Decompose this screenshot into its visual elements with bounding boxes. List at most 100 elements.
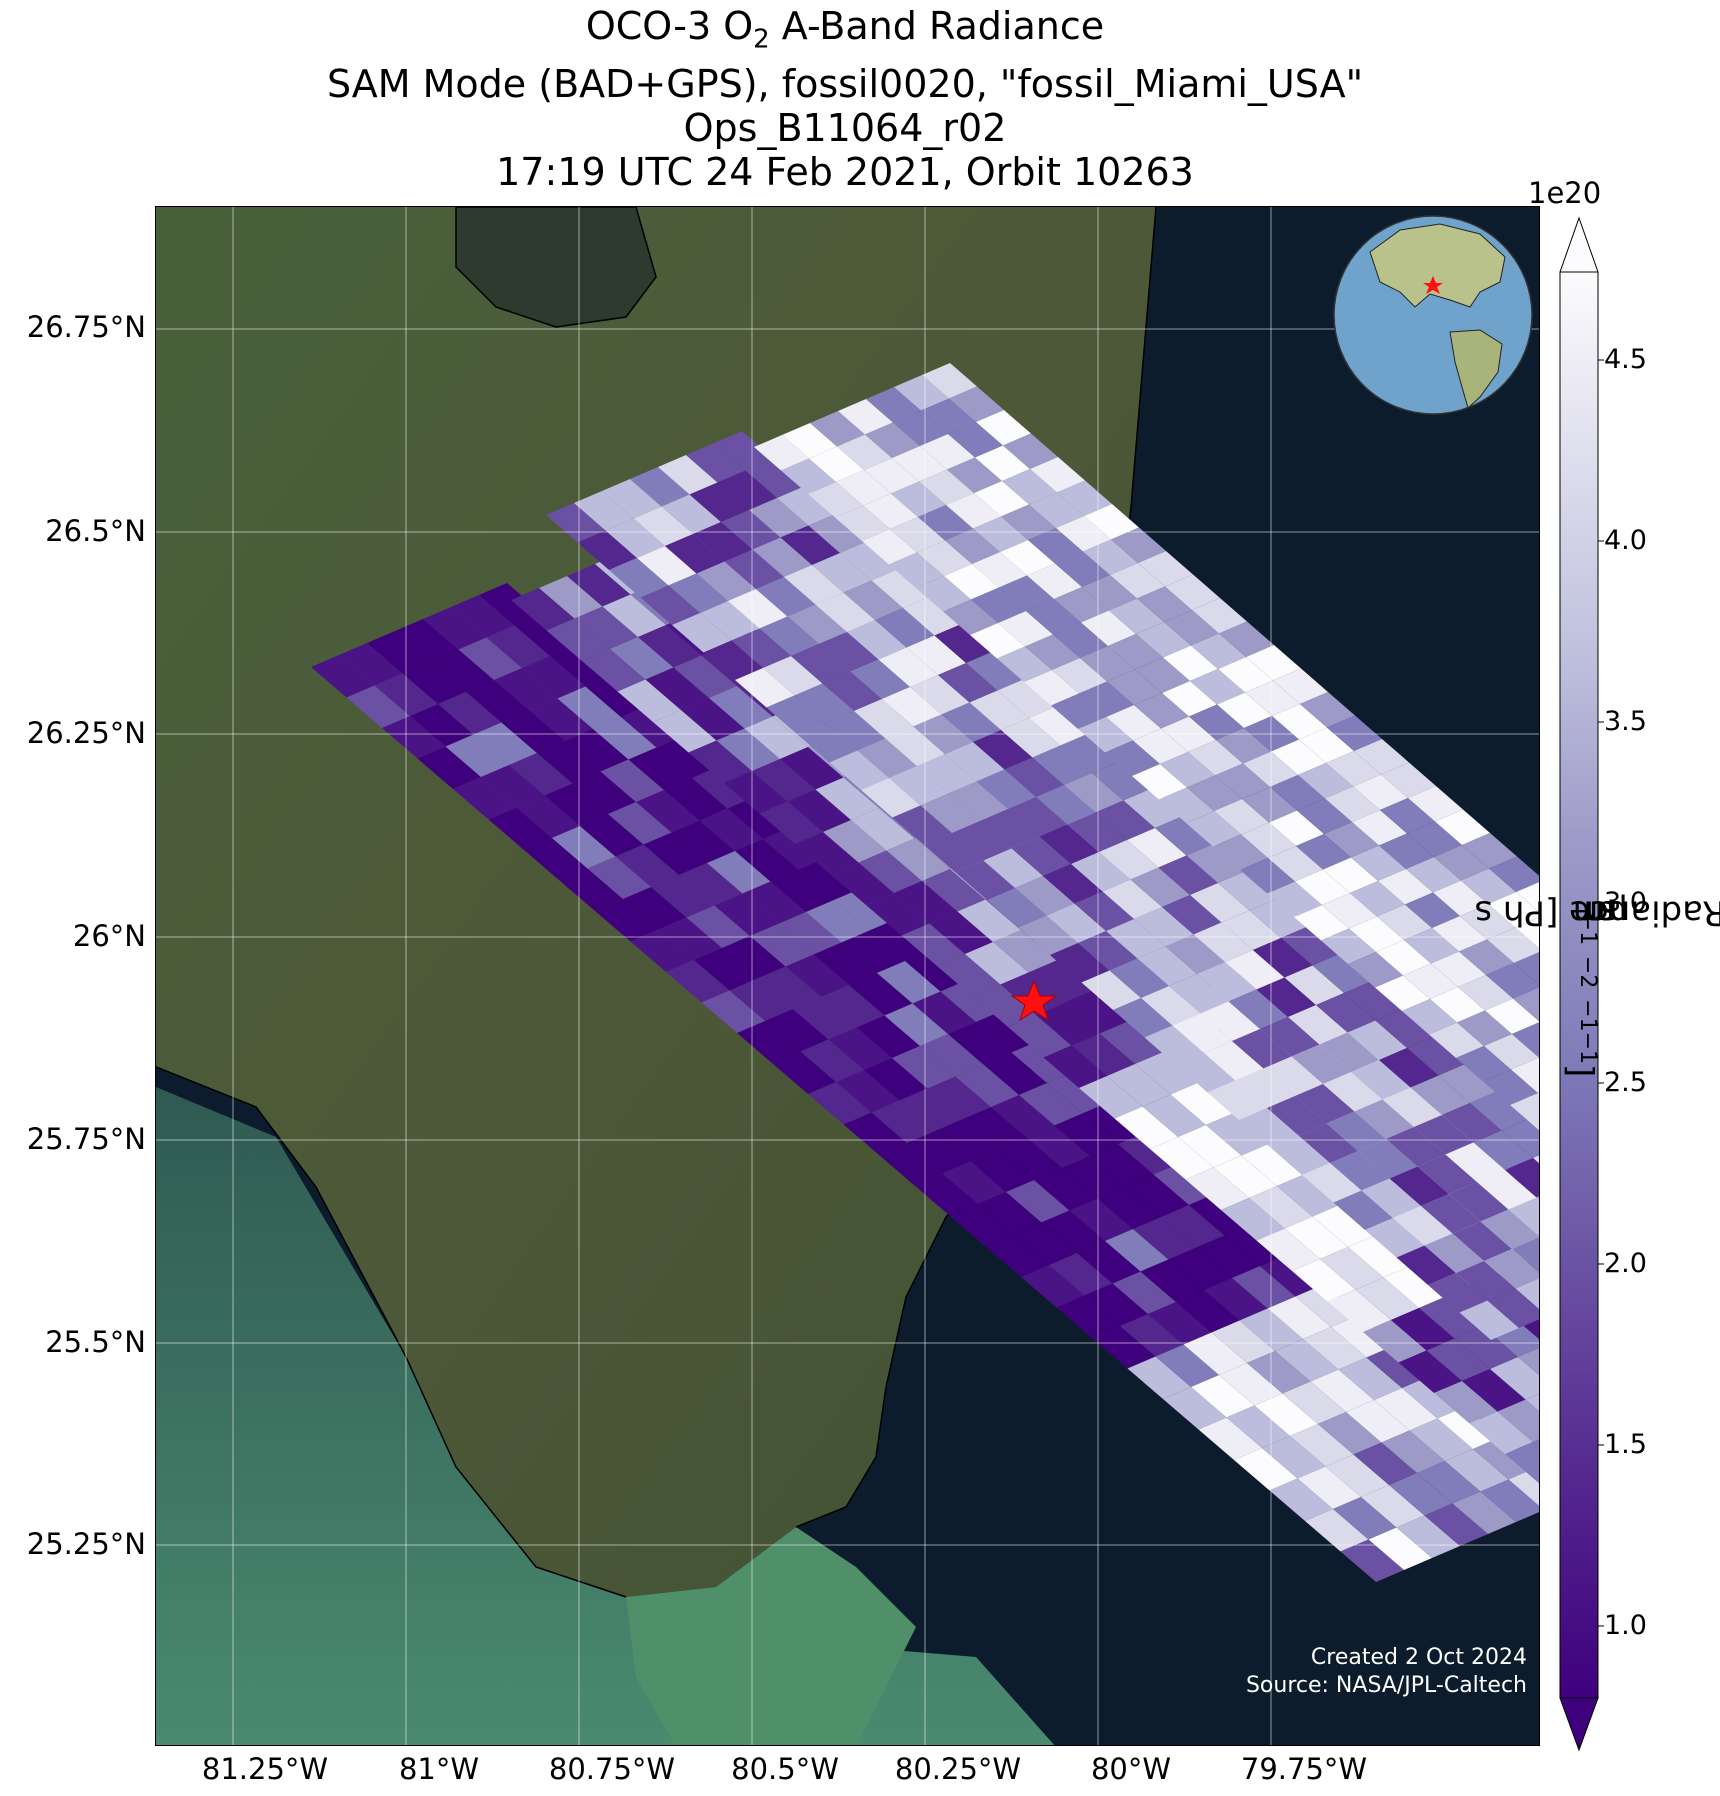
radiance-cell — [821, 985, 885, 1028]
radiance-cell — [339, 643, 403, 686]
lon-tick-label: 80°W — [1090, 1752, 1172, 1786]
radiance-cell — [1095, 800, 1155, 840]
radiance-cell — [864, 1058, 928, 1101]
radiance-cell — [922, 869, 986, 912]
radiance-cell — [1456, 1261, 1516, 1301]
radiance-cell — [1078, 931, 1138, 971]
radiance-cell — [1461, 868, 1516, 904]
radiance-cell — [1051, 693, 1106, 729]
radiance-cell — [1163, 645, 1218, 681]
radiance-cell — [582, 649, 646, 692]
radiance-cell — [1262, 1436, 1326, 1479]
radiance-cell — [653, 710, 717, 753]
radiance-cell — [1323, 1072, 1383, 1112]
radiance-cell — [1249, 1186, 1313, 1229]
radiance-cell — [1060, 733, 1120, 773]
radiance-cell — [1001, 718, 1061, 758]
radiance-cell — [815, 777, 879, 820]
radiance-cell — [714, 893, 778, 936]
radiance-cell — [907, 1131, 971, 1174]
radiance-cell — [1003, 433, 1058, 469]
radiance-cell — [1445, 1142, 1505, 1182]
radiance-cell — [1153, 1162, 1217, 1205]
radiance-cell — [1381, 762, 1436, 798]
radiance-cell — [716, 728, 780, 771]
radiance-cell — [643, 832, 707, 875]
radiance-cell — [1253, 938, 1313, 978]
radiance-cell — [722, 936, 786, 979]
radiance-cell — [952, 821, 1012, 861]
radiance-cell — [1376, 940, 1431, 976]
radiance-cell — [998, 1137, 1062, 1180]
lat-tick-label: 25.5°N — [45, 1325, 146, 1359]
radiance-cell — [585, 674, 649, 717]
radiance-cell — [1260, 1254, 1324, 1297]
radiance-cell — [410, 704, 474, 747]
radiance-cell — [983, 848, 1043, 888]
radiance-cell — [1326, 1111, 1386, 1151]
radiance-cell — [949, 386, 1004, 422]
radiance-cell — [838, 399, 893, 435]
radiance-cell — [991, 1095, 1055, 1138]
lat-tick-label: 25.75°N — [26, 1122, 146, 1156]
radiance-cell — [673, 655, 737, 698]
radiance-cell — [1036, 1003, 1100, 1046]
radiance-cell — [963, 1107, 1027, 1150]
radiance-cell — [889, 552, 944, 588]
radiance-cell — [1318, 1412, 1382, 1455]
radiance-cell — [849, 973, 913, 1016]
radiance-cell — [1340, 1539, 1404, 1582]
radiance-cell — [727, 796, 791, 839]
colorbar-tick-label: 2.0 — [1604, 1248, 1647, 1279]
radiance-cell — [567, 564, 631, 607]
radiance-cell — [972, 552, 1027, 588]
radiance-cell — [1325, 1454, 1389, 1497]
radiance-cell — [1133, 728, 1188, 764]
colorbar-exponent: 1e20 — [1528, 176, 1602, 210]
radiance-cell — [658, 917, 722, 960]
radiance-cell — [1092, 761, 1152, 801]
lat-tick-label: 26.75°N — [26, 310, 146, 344]
radiance-cell — [1224, 1223, 1288, 1266]
radiance-cell — [1140, 1259, 1204, 1302]
radiance-cell — [1424, 1503, 1488, 1546]
radiance-cell — [1247, 1351, 1311, 1394]
radiance-cell — [1353, 1442, 1417, 1485]
radiance-cell — [1275, 1339, 1339, 1382]
target-star-marker — [1010, 979, 1058, 1022]
radiance-cell — [1113, 998, 1173, 1038]
radiance-cell — [1080, 646, 1135, 682]
radiance-cell — [1232, 1266, 1296, 1309]
radiance-cell — [1514, 952, 1539, 985]
radiance-cell — [609, 558, 669, 598]
radiance-cell — [983, 1052, 1047, 1095]
title-line-3: Ops_B11064_r02 — [683, 105, 1007, 150]
radiance-cell — [798, 857, 862, 900]
radiance-cell — [938, 663, 998, 703]
radiance-cell — [1460, 904, 1515, 940]
radiance-cell — [1505, 1158, 1539, 1198]
radiance-cell — [1292, 1259, 1356, 1302]
radiance-cell — [1079, 1076, 1143, 1119]
radiance-cell — [1155, 1344, 1219, 1387]
radiance-cell — [1377, 904, 1432, 940]
radiance-cell — [1424, 1233, 1484, 1273]
radiance-cell — [1417, 1154, 1477, 1194]
radiance-cell — [1109, 958, 1169, 998]
radiance-cell — [791, 644, 851, 684]
radiance-cell — [486, 625, 550, 668]
radiance-cell — [752, 537, 812, 577]
radiance-cell — [1442, 1103, 1502, 1143]
radiance-cell — [759, 801, 823, 844]
radiance-cell — [1123, 788, 1183, 828]
radiance-cell — [974, 481, 1029, 517]
radiance-cell — [1382, 1087, 1442, 1127]
radiance-cell — [901, 923, 965, 966]
radiance-cell — [1135, 1052, 1199, 1095]
radiance-cell — [1158, 855, 1218, 895]
radiance-cell — [1120, 1314, 1184, 1357]
north-america-shape — [1369, 223, 1506, 308]
radiance-cell — [546, 503, 606, 543]
radiance-cell — [940, 979, 1004, 1022]
radiance-cell — [1161, 1205, 1225, 1248]
